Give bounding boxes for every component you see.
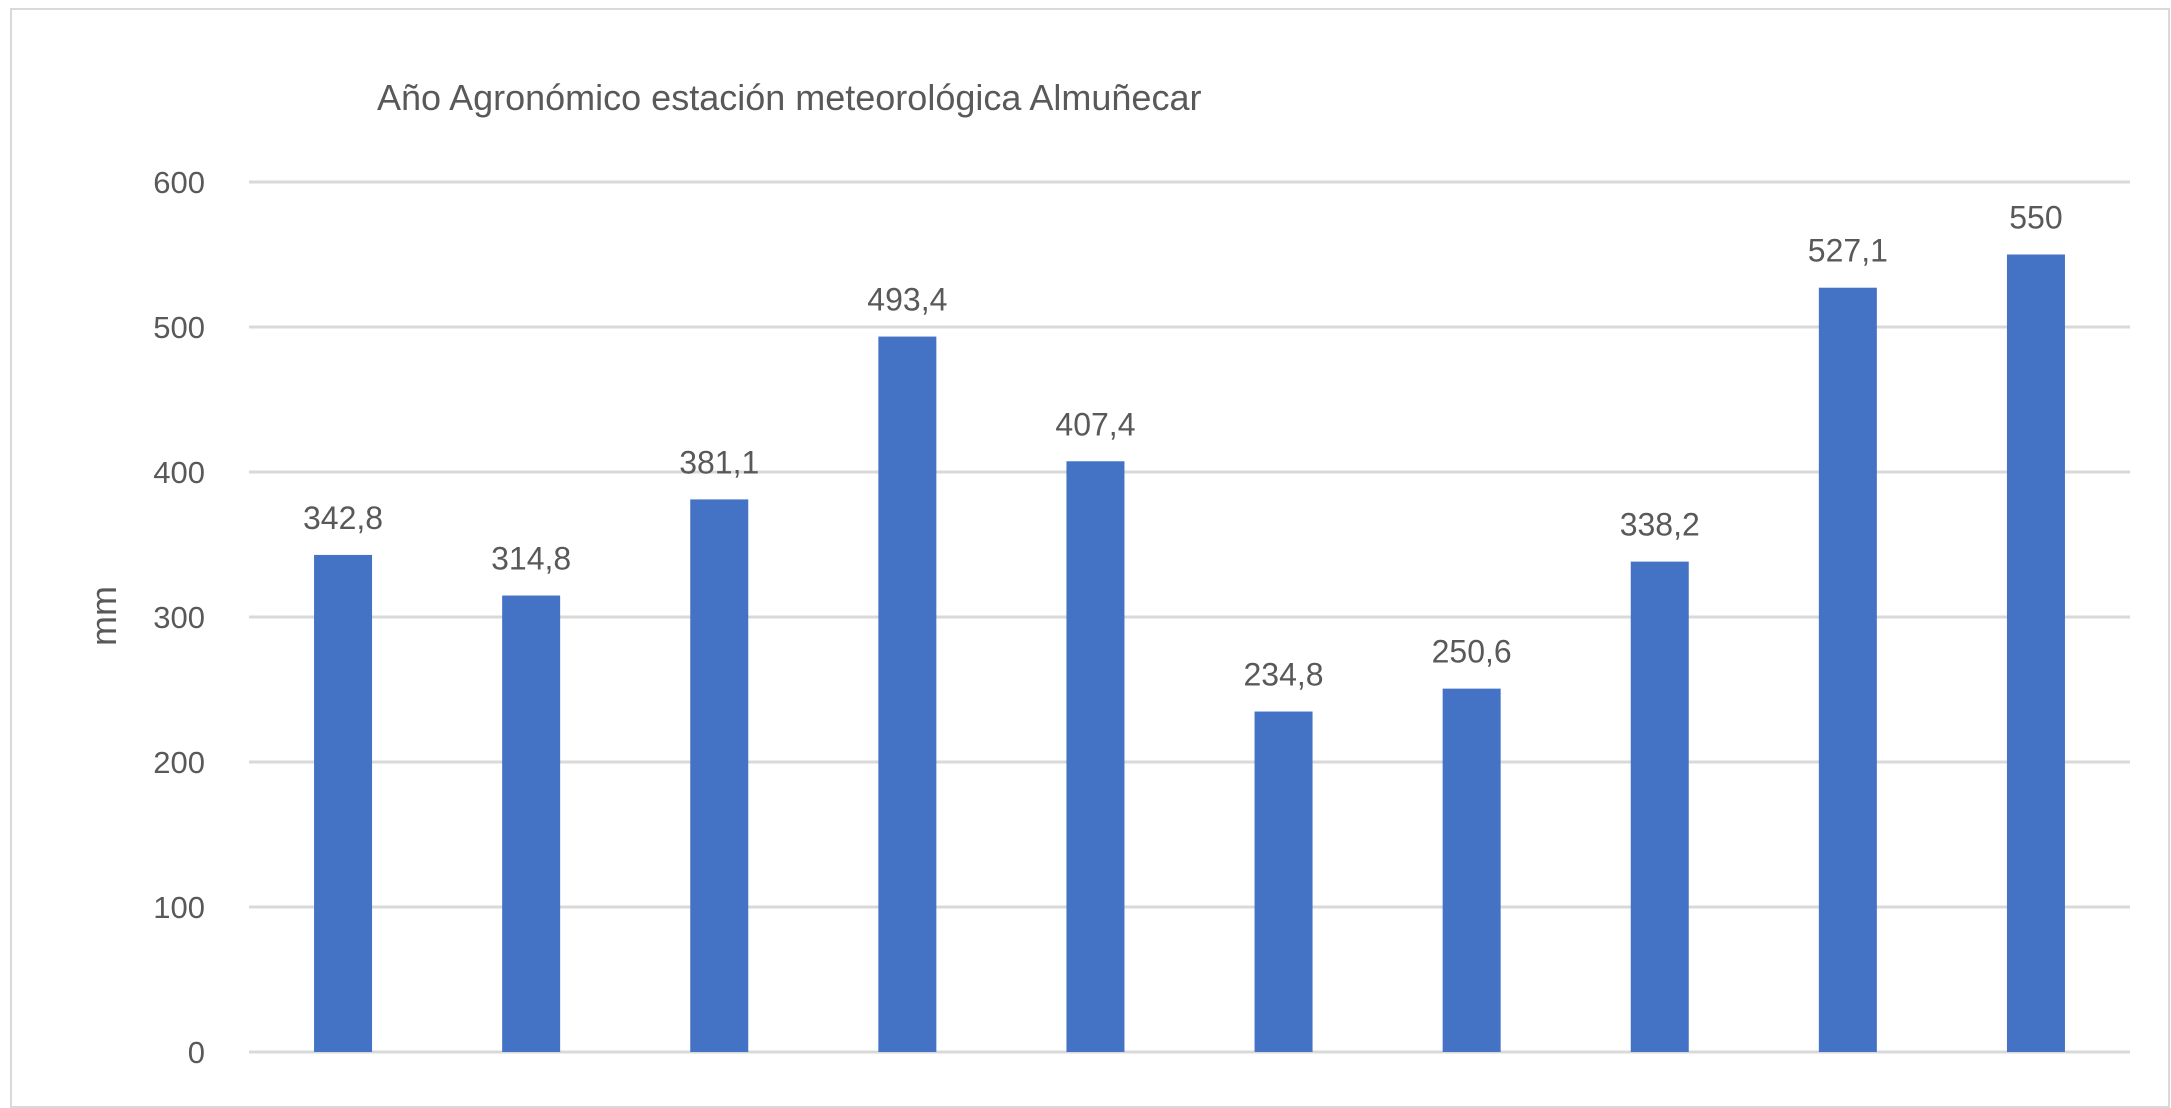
- data-label: 550: [2009, 200, 2062, 236]
- bar: [1066, 461, 1125, 1052]
- data-label: 493,4: [867, 282, 947, 318]
- y-tick-label: 300: [153, 600, 205, 635]
- bar: [2006, 254, 2065, 1052]
- data-label: 338,2: [1620, 507, 1700, 543]
- bar: [878, 336, 937, 1052]
- chart-title: Año Agronómico estación meteorológica Al…: [377, 77, 1201, 118]
- bar: [690, 499, 749, 1052]
- bar: [1630, 561, 1689, 1052]
- y-tick-label: 200: [153, 745, 205, 780]
- y-tick-label: 0: [188, 1035, 205, 1070]
- data-label: 314,8: [491, 541, 571, 577]
- data-label: 527,1: [1808, 233, 1888, 269]
- data-label: 342,8: [303, 500, 383, 536]
- bar: [1254, 711, 1313, 1052]
- bar: [314, 554, 373, 1052]
- data-label: 250,6: [1432, 634, 1512, 670]
- y-tick-label: 100: [153, 890, 205, 925]
- y-axis-label: mm: [83, 586, 124, 646]
- bar: [502, 595, 561, 1052]
- data-label: 234,8: [1244, 657, 1324, 693]
- data-label: 381,1: [679, 444, 759, 480]
- bar: [1442, 688, 1501, 1052]
- y-tick-label: 500: [153, 310, 205, 345]
- y-tick-label: 400: [153, 455, 205, 490]
- data-label: 407,4: [1055, 406, 1135, 442]
- y-tick-label: 600: [153, 165, 205, 200]
- bar: [1818, 287, 1877, 1053]
